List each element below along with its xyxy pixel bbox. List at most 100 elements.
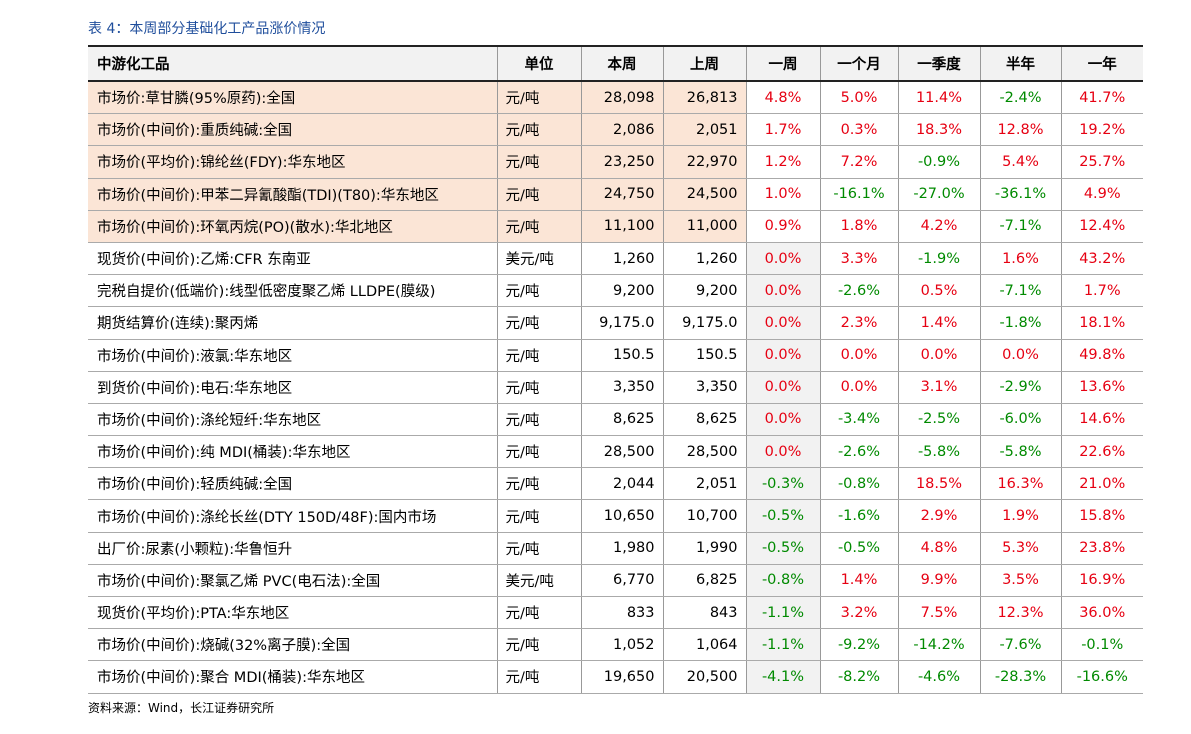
- product-name: 市场价(中间价):甲苯二异氰酸酯(TDI)(T80):华东地区: [88, 178, 497, 211]
- change: -0.5%: [745, 532, 820, 565]
- change: 3.5%: [979, 564, 1061, 598]
- change: 0.9%: [745, 210, 820, 243]
- header-cell: 一年: [1060, 45, 1143, 82]
- change: 0.0%: [819, 339, 898, 372]
- change: 36.0%: [1060, 596, 1143, 630]
- price: 28,500: [662, 435, 746, 469]
- change: 5.3%: [979, 532, 1061, 565]
- unit: 元/吨: [496, 371, 581, 404]
- price: 28,098: [580, 81, 663, 115]
- change: 21.0%: [1060, 467, 1143, 501]
- change: 4.2%: [897, 210, 980, 243]
- change: -1.9%: [897, 242, 980, 276]
- price: 24,500: [662, 178, 746, 211]
- price: 9,200: [662, 274, 746, 308]
- data-table: 中游化工品 单位 本周 上周 一周 一个月 一季度 半年 一年 市场价:草甘膦(95%原药):全…: [88, 45, 1143, 694]
- price: 8,625: [662, 403, 746, 437]
- table-row: 出厂价:尿素(小颗粒):华鲁恒升 元/吨 1,980 1,990 -0.5% -0.5% 4…: [88, 532, 1143, 565]
- source-note: 资料来源：Wind，长江证券研究所: [88, 701, 275, 715]
- table-row: 期货结算价(连续):聚丙烯 元/吨 9,175.0 9,175.0 0.0% 2.3% 1.…: [88, 306, 1143, 340]
- price: 11,100: [580, 210, 663, 243]
- unit: 元/吨: [496, 274, 581, 308]
- change: -0.8%: [745, 564, 820, 598]
- table-row: 现货价(平均价):PTA:华东地区 元/吨 833 843 -1.1% 3.2% 7.5% 1…: [88, 596, 1143, 630]
- unit: 元/吨: [496, 467, 581, 501]
- price: 11,000: [662, 210, 746, 243]
- change: 0.0%: [745, 306, 820, 340]
- unit: 元/吨: [496, 435, 581, 469]
- change: 2.9%: [897, 499, 980, 533]
- change: -1.6%: [819, 499, 898, 533]
- unit: 美元/吨: [496, 564, 581, 598]
- header-row: 中游化工品 单位 本周 上周 一周 一个月 一季度 半年 一年: [88, 45, 1143, 82]
- unit: 元/吨: [496, 145, 581, 179]
- table-row: 市场价:草甘膦(95%原药):全国 元/吨 28,098 26,813 4.8% 5.0%…: [88, 81, 1143, 115]
- product-name: 出厂价:尿素(小颗粒):华鲁恒升: [88, 532, 497, 565]
- change: -0.8%: [819, 467, 898, 501]
- table-row: 市场价(中间价):甲苯二异氰酸酯(TDI)(T80):华东地区 元/吨 24,750…: [88, 178, 1143, 211]
- change: 12.4%: [1060, 210, 1143, 243]
- change: -2.5%: [897, 403, 980, 437]
- price: 1,052: [580, 628, 663, 662]
- table-row: 到货价(中间价):电石:华东地区 元/吨 3,350 3,350 0.0% 0.0% 3.1…: [88, 371, 1143, 404]
- change: 22.6%: [1060, 435, 1143, 469]
- price: 843: [662, 596, 746, 630]
- change: 19.2%: [1060, 113, 1143, 147]
- price: 9,175.0: [580, 306, 663, 340]
- header-cell: 一季度: [897, 45, 980, 82]
- change: -14.2%: [897, 628, 980, 662]
- change: 1.4%: [819, 564, 898, 598]
- change: -1.8%: [979, 306, 1061, 340]
- change: -7.1%: [979, 210, 1061, 243]
- price: 1,260: [580, 242, 663, 276]
- change: 0.0%: [819, 371, 898, 404]
- header-cell: 单位: [496, 45, 581, 82]
- unit: 元/吨: [496, 628, 581, 662]
- table-row: 市场价(中间价):涤纶长丝(DTY 150D/48F):国内市场 元/吨 10,65…: [88, 499, 1143, 533]
- change: -8.2%: [819, 660, 898, 694]
- change: 1.9%: [979, 499, 1061, 533]
- change: 1.7%: [1060, 274, 1143, 308]
- unit: 美元/吨: [496, 242, 581, 276]
- product-name: 到货价(中间价):电石:华东地区: [88, 371, 497, 404]
- change: 12.3%: [979, 596, 1061, 630]
- header-cell: 半年: [979, 45, 1061, 82]
- header-cell: 一周: [745, 45, 820, 82]
- price: 28,500: [580, 435, 663, 469]
- header-cell: 一个月: [819, 45, 898, 82]
- product-name: 市场价(中间价):烧碱(32%离子膜):全国: [88, 628, 497, 662]
- change: 0.0%: [745, 403, 820, 437]
- change: 0.0%: [745, 435, 820, 469]
- change: 0.3%: [819, 113, 898, 147]
- change: -1.1%: [745, 628, 820, 662]
- change: 2.3%: [819, 306, 898, 340]
- table-body: 市场价:草甘膦(95%原药):全国 元/吨 28,098 26,813 4.8% 5.0%…: [88, 81, 1143, 694]
- price: 8,625: [580, 403, 663, 437]
- change: -2.4%: [979, 81, 1061, 115]
- change: 18.5%: [897, 467, 980, 501]
- change: 4.8%: [897, 532, 980, 565]
- price: 2,086: [580, 113, 663, 147]
- unit: 元/吨: [496, 660, 581, 694]
- change: -5.8%: [897, 435, 980, 469]
- price: 10,700: [662, 499, 746, 533]
- change: 18.1%: [1060, 306, 1143, 340]
- price: 20,500: [662, 660, 746, 694]
- change: 9.9%: [897, 564, 980, 598]
- price: 3,350: [662, 371, 746, 404]
- price: 10,650: [580, 499, 663, 533]
- price: 1,064: [662, 628, 746, 662]
- unit: 元/吨: [496, 306, 581, 340]
- product-name: 市场价(中间价):涤纶短纤:华东地区: [88, 403, 497, 437]
- change: 23.8%: [1060, 532, 1143, 565]
- change: 1.2%: [745, 145, 820, 179]
- change: 25.7%: [1060, 145, 1143, 179]
- change: -9.2%: [819, 628, 898, 662]
- change: 14.6%: [1060, 403, 1143, 437]
- price: 2,051: [662, 467, 746, 501]
- price: 2,044: [580, 467, 663, 501]
- price: 1,980: [580, 532, 663, 565]
- change: 0.0%: [745, 371, 820, 404]
- change: -4.6%: [897, 660, 980, 694]
